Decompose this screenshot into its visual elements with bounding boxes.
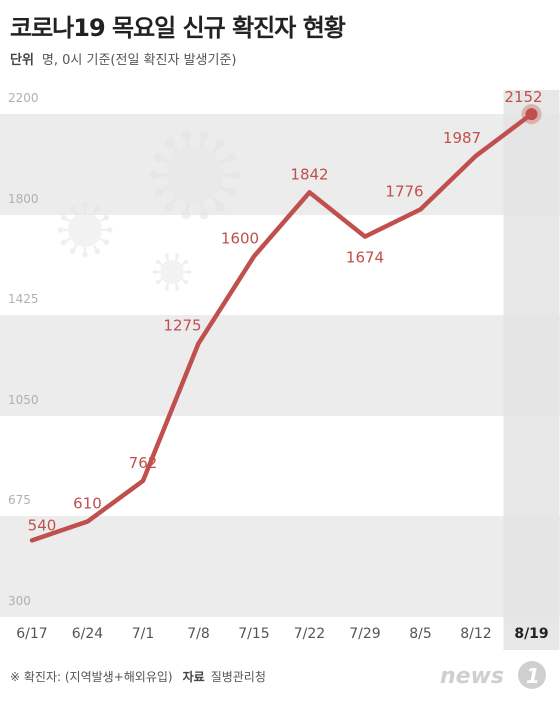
grid-band	[0, 315, 560, 416]
data-label: 540	[28, 516, 57, 534]
unit-note: 단위 명, 0시 기준(전일 확진자 발생기준)	[10, 49, 236, 68]
data-label: 1674	[346, 249, 384, 267]
footnote-text: ※ 확진자: (지역발생+해외유입)	[10, 670, 173, 684]
y-tick-label: 1425	[8, 292, 39, 306]
y-tick-label: 1050	[8, 393, 39, 407]
highlight-column	[503, 90, 560, 650]
x-tick-label: 7/15	[238, 626, 269, 642]
x-tick-label: 8/5	[409, 626, 432, 642]
data-label: 2152	[504, 88, 542, 106]
data-label: 1275	[163, 316, 201, 334]
x-tick-label: 7/22	[294, 626, 325, 642]
y-tick-label: 1800	[8, 192, 39, 206]
y-tick-label: 675	[8, 493, 31, 507]
series-line	[29, 111, 534, 543]
y-tick-label: 2200	[8, 91, 39, 105]
unit-text: 명, 0시 기준(전일 확진자 발생기준)	[41, 53, 237, 68]
virus-icon	[149, 130, 241, 220]
x-tick-label: 7/8	[187, 626, 210, 642]
data-points	[521, 104, 542, 125]
data-label: 762	[129, 454, 158, 472]
data-labels: 540 610 762 1275 1600 1842 1674 1776 1987 2152	[28, 88, 543, 534]
last-point	[525, 108, 538, 121]
virus-icon	[152, 253, 192, 291]
y-axis-ticks: 300 675 1050 1425 1800 2200	[8, 91, 39, 608]
news1-logo: news 1	[440, 661, 546, 689]
grid-bands	[0, 114, 560, 617]
virus-decorations	[57, 130, 241, 291]
x-tick-label: 6/17	[16, 626, 47, 642]
virus-icon	[57, 202, 113, 258]
y-tick-label: 300	[8, 594, 31, 608]
source-label: 자료	[182, 670, 205, 684]
x-tick-label: 7/29	[349, 626, 380, 642]
highlight-column-bg	[503, 90, 560, 650]
unit-label: 단위	[10, 53, 34, 68]
x-tick-label: 6/24	[72, 626, 104, 642]
data-label: 610	[73, 495, 102, 513]
data-label: 1776	[385, 182, 423, 200]
data-label: 1600	[221, 229, 259, 247]
grid-band	[0, 516, 560, 617]
x-tick-label: 7/1	[132, 626, 155, 642]
data-label: 1987	[443, 129, 481, 147]
x-tick-label: 8/12	[460, 626, 491, 642]
source-text: 질병관리청	[210, 670, 266, 684]
data-label: 1842	[290, 165, 328, 183]
page-title: 코로나19 목요일 신규 확진자 현황	[10, 14, 346, 42]
x-axis-ticks: 6/17 6/24 7/1 7/8 7/15 7/22 7/29 8/5 8/12 8/19	[16, 626, 548, 642]
series-line-path	[29, 111, 534, 543]
x-tick-label: 8/19	[514, 626, 548, 642]
footer-note: ※ 확진자: (지역발생+해외유입) 자료 질병관리청	[10, 668, 266, 685]
svg-text:1: 1	[526, 664, 540, 688]
svg-text:news: news	[440, 664, 504, 689]
